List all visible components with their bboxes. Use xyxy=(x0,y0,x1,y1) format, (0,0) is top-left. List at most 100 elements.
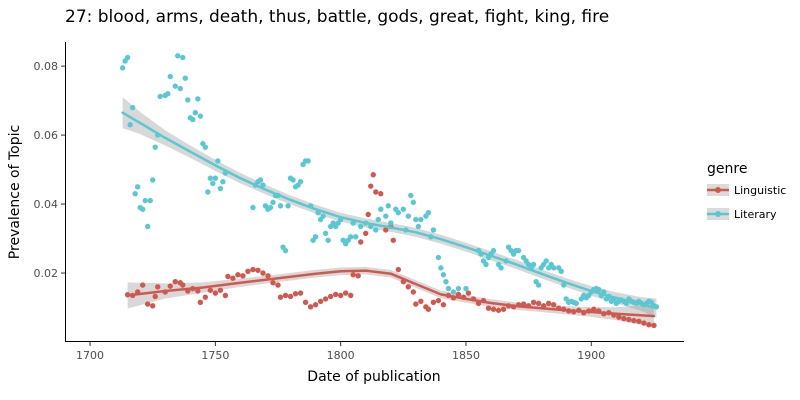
linguistic-data-point xyxy=(455,291,462,298)
linguistic-data-point xyxy=(465,290,472,296)
x-axis-title: Date of publication xyxy=(307,369,440,385)
literary-data-point xyxy=(197,113,204,119)
literary-data-point xyxy=(119,65,126,71)
linguistic-data-point xyxy=(225,273,231,280)
linguistic-data-point xyxy=(435,297,442,304)
linguistic-data-point xyxy=(591,306,597,312)
linguistic-data-point xyxy=(413,301,419,307)
literary-data-point xyxy=(172,83,178,89)
literary-data-point xyxy=(147,197,153,204)
literary-data-point xyxy=(490,247,497,254)
literary-data-point xyxy=(157,93,163,100)
literary-data-point xyxy=(623,300,630,307)
linguistic-data-point xyxy=(265,273,271,279)
literary-data-point xyxy=(347,234,354,240)
linguistic-data-point xyxy=(495,307,502,313)
literary-data-point xyxy=(445,285,452,292)
linguistic-data-point xyxy=(317,298,324,305)
linguistic-data-point xyxy=(535,300,542,307)
literary-data-point xyxy=(395,209,402,216)
literary-data-point xyxy=(530,261,537,268)
literary-data-point xyxy=(282,247,289,254)
linguistic-data-point xyxy=(207,287,214,293)
literary-data-point xyxy=(378,206,384,212)
linguistic-data-point xyxy=(230,275,236,281)
x-tick-label: 1800 xyxy=(327,349,355,362)
linguistic-data-point xyxy=(282,292,289,299)
literary-data-point xyxy=(127,122,133,128)
literary-data-point xyxy=(165,91,171,97)
literary-data-point xyxy=(124,54,131,61)
linguistic-data-point xyxy=(365,211,371,218)
literary-data-point xyxy=(375,216,381,223)
linguistic-data-point xyxy=(172,278,178,285)
y-tick-label: 0.08 xyxy=(34,60,59,73)
x-tick-label: 1850 xyxy=(452,349,480,362)
literary-data-point xyxy=(167,73,173,80)
linguistic-data-point xyxy=(180,282,186,288)
literary-data-point xyxy=(543,258,549,264)
literary-data-point xyxy=(463,285,469,292)
literary-data-point xyxy=(195,96,201,102)
linguistic-data-point xyxy=(332,291,339,298)
linguistic-data-point xyxy=(297,290,304,296)
literary-data-point xyxy=(145,223,151,230)
linguistic-data-point xyxy=(152,293,158,300)
literary-data-point xyxy=(250,204,256,211)
literary-data-point xyxy=(217,185,224,192)
linguistic-data-point xyxy=(327,293,334,300)
literary-data-point xyxy=(320,213,326,219)
linguistic-data-point xyxy=(222,292,229,299)
literary-data-point xyxy=(596,286,602,293)
y-tick-label: 0.02 xyxy=(34,267,59,280)
literary-data-point xyxy=(260,182,266,188)
literary-data-point xyxy=(483,261,489,268)
linguistic-data-point xyxy=(425,306,432,312)
linguistic-data-point xyxy=(636,318,642,325)
linguistic-data-point xyxy=(217,287,224,293)
chart-title: 27: blood, arms, death, thus, battle, go… xyxy=(65,7,609,27)
y-axis-title: Prevalence of Topic xyxy=(7,125,23,259)
linguistic-data-point xyxy=(378,191,384,197)
linguistic-data-point xyxy=(197,299,204,306)
linguistic-data-point xyxy=(240,273,246,279)
literary-data-point xyxy=(385,203,391,209)
literary-data-point xyxy=(215,158,221,164)
y-tick-label: 0.06 xyxy=(34,129,59,142)
linguistic-data-point xyxy=(621,315,627,322)
linguistic-data-point xyxy=(250,266,256,273)
literary-data-point xyxy=(450,289,457,295)
literary-data-point xyxy=(210,180,216,187)
linguistic-data-point xyxy=(350,272,356,278)
literary-data-point xyxy=(425,209,432,216)
linguistic-data-point xyxy=(275,282,281,288)
literary-data-point xyxy=(353,234,359,240)
literary-data-point xyxy=(142,197,148,204)
literary-data-point xyxy=(182,75,188,81)
literary-data-point xyxy=(388,220,394,226)
linguistic-data-point xyxy=(485,305,492,311)
x-tick-label: 1700 xyxy=(76,349,104,362)
linguistic-data-point xyxy=(322,296,329,302)
literary-data-point xyxy=(373,227,379,233)
x-tick-label: 1750 xyxy=(201,349,229,362)
linguistic-data-point xyxy=(500,306,507,312)
linguistic-data-point xyxy=(212,290,219,296)
literary-data-point xyxy=(535,282,542,288)
linguistic-trend-line xyxy=(126,269,656,318)
literary-legend-label: Literary xyxy=(734,208,777,221)
linguistic-data-point xyxy=(347,292,354,299)
literary-data-point xyxy=(270,199,276,206)
literary-data-point xyxy=(312,234,319,240)
linguistic-data-point xyxy=(145,301,151,307)
trend-lines xyxy=(121,111,658,318)
literary-data-point xyxy=(205,189,211,195)
literary-data-point xyxy=(573,300,579,307)
linguistic-data-point xyxy=(245,268,251,275)
literary-data-point xyxy=(561,282,567,288)
y-axis-ticks: 0.02 0.04 0.06 0.08 xyxy=(34,60,65,280)
linguistic-data-point xyxy=(202,294,209,300)
literary-data-point xyxy=(305,158,311,164)
literary-data-point xyxy=(150,177,156,183)
literary-data-point xyxy=(400,206,407,212)
